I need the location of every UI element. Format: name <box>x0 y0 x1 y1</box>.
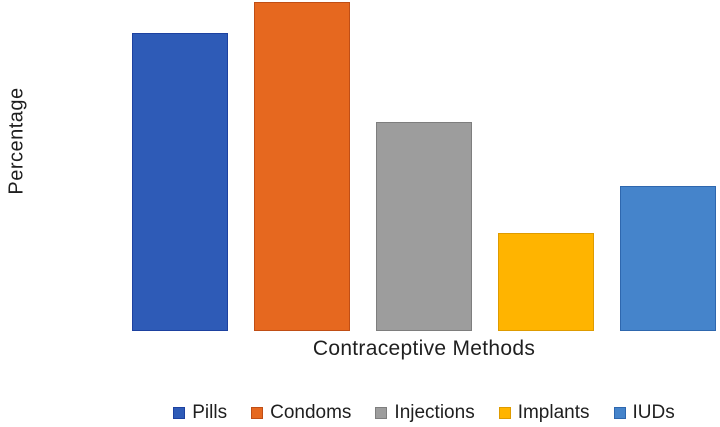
legend-item-iuds: IUDs <box>613 402 675 424</box>
legend-item-injections: Injections <box>375 402 475 424</box>
bar-pills <box>132 33 228 331</box>
bar-iuds <box>620 186 716 331</box>
legend-swatch-iuds <box>613 407 626 419</box>
plot-area <box>132 0 716 331</box>
bar-injections <box>376 122 472 331</box>
legend-swatch-injections <box>375 407 388 419</box>
legend-item-implants: Implants <box>498 402 590 424</box>
legend-label: Pills <box>192 402 228 423</box>
legend-swatch-implants <box>498 407 511 419</box>
bar-implants <box>498 233 594 331</box>
legend: Pills Condoms Injections Implants IUDs <box>132 401 716 425</box>
legend-label: Implants <box>517 402 590 423</box>
x-axis-title: Contraceptive Methods <box>312 337 536 360</box>
legend-label: Injections <box>394 402 475 423</box>
y-axis-title: Percentage <box>5 87 28 195</box>
x-axis-title-row: Contraceptive Methods <box>132 337 716 361</box>
legend-swatch-pills <box>173 407 186 419</box>
legend-swatch-condoms <box>251 407 264 419</box>
bar-condoms <box>254 2 350 331</box>
legend-label: Condoms <box>270 402 352 423</box>
legend-label: IUDs <box>632 402 675 423</box>
legend-item-pills: Pills <box>173 402 227 424</box>
legend-item-condoms: Condoms <box>251 402 351 424</box>
